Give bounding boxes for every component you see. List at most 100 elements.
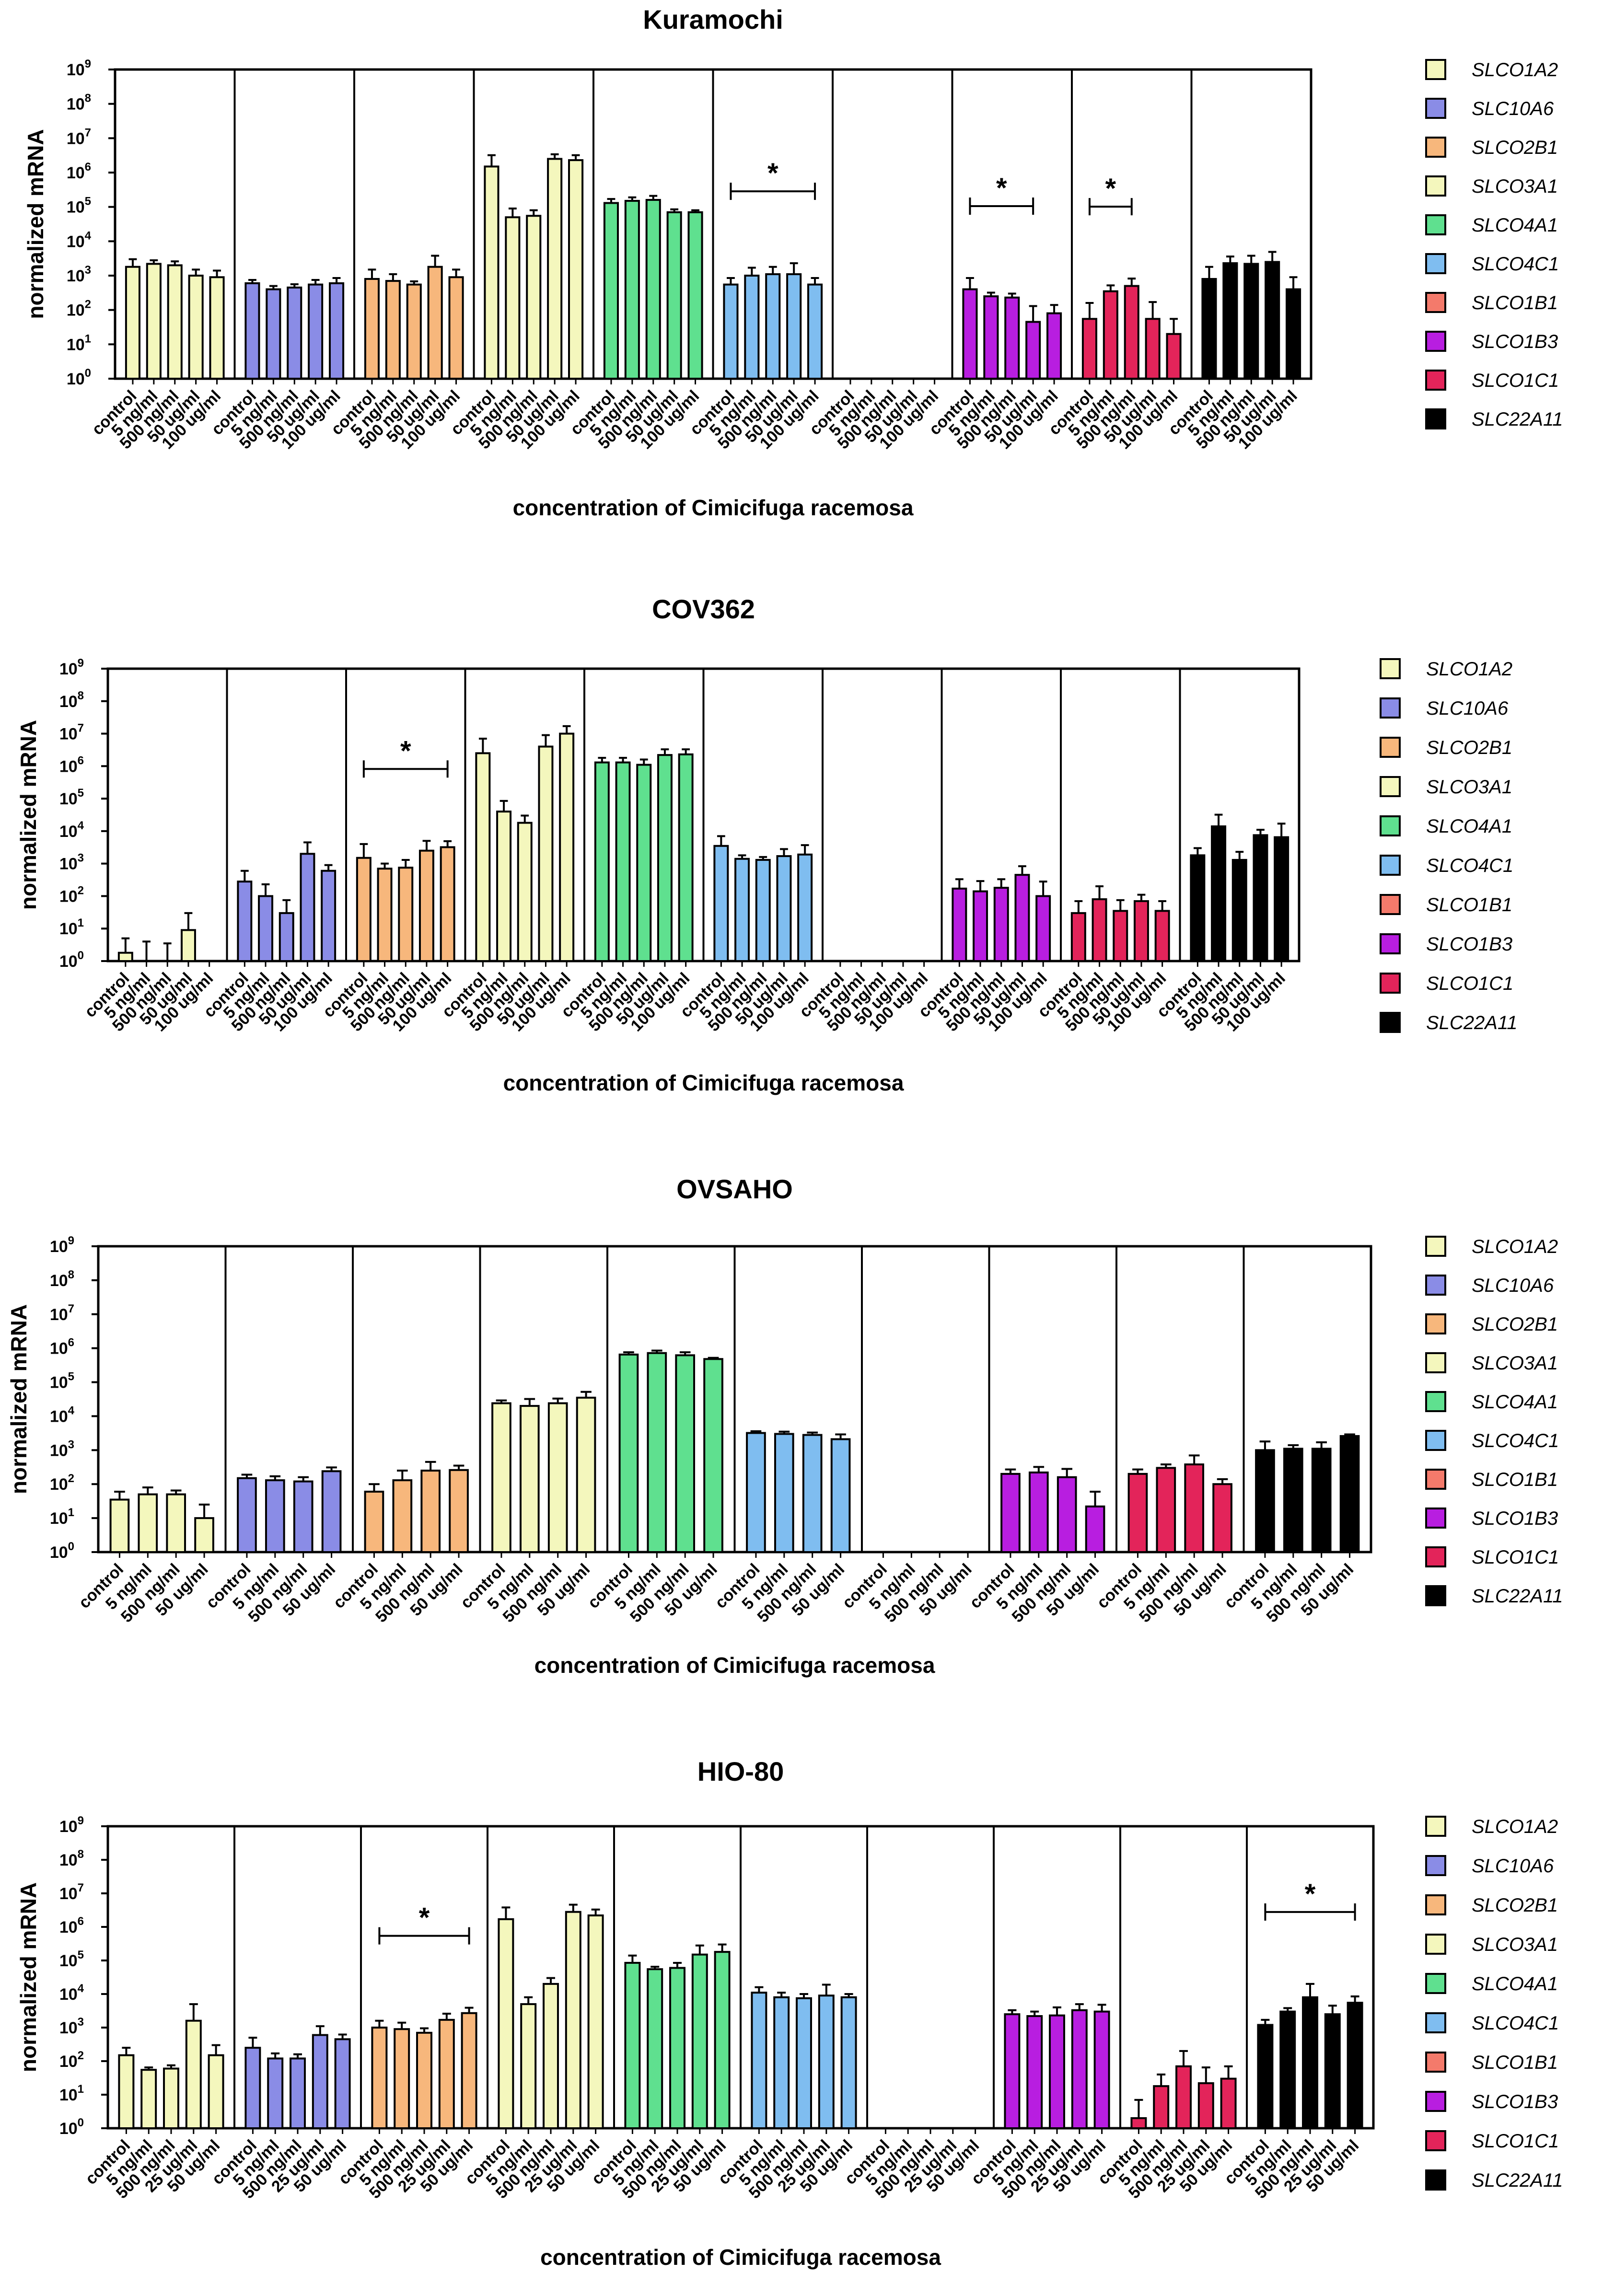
y-tick-label: 103	[50, 1438, 74, 1460]
significance-star: *	[996, 173, 1007, 204]
bar	[1156, 1467, 1176, 1554]
legend-swatch	[1425, 2052, 1446, 2073]
bar	[1070, 912, 1086, 962]
bar	[180, 929, 196, 962]
legend-label: SLCO4A1	[1472, 215, 1558, 236]
legend-label: SLCO4C1	[1472, 1430, 1559, 1451]
bar	[713, 845, 729, 962]
legend-swatch	[1425, 1855, 1446, 1876]
legend-swatch	[1425, 253, 1446, 274]
legend-label: SLCO4A1	[1472, 1973, 1558, 1995]
legend-swatch	[1425, 98, 1446, 119]
bar	[687, 211, 703, 380]
bar	[1000, 1473, 1021, 1554]
y-tick-label: 105	[59, 1948, 84, 1970]
bar	[321, 1470, 342, 1554]
bar	[293, 1480, 314, 1553]
bar	[1103, 290, 1118, 380]
y-tick-label: 100	[59, 2116, 84, 2138]
chart-title: OVSAHO	[676, 1174, 793, 1204]
legend-label: SLC22A11	[1472, 409, 1563, 430]
legend-label: SLC22A11	[1426, 1012, 1518, 1033]
bar	[1220, 2077, 1237, 2130]
legend-label: SLCO2B1	[1472, 1314, 1558, 1335]
bar	[1071, 2009, 1088, 2130]
bar	[744, 275, 760, 380]
bar	[167, 264, 183, 380]
bar	[603, 202, 619, 380]
legend-label: SLCO1B3	[1472, 2091, 1558, 2112]
bar	[308, 283, 324, 380]
bar	[334, 2038, 351, 2129]
legend-swatch	[1380, 697, 1401, 719]
bar	[723, 283, 739, 380]
bar	[538, 745, 554, 962]
bar	[1253, 834, 1268, 962]
bar	[1243, 263, 1259, 380]
y-tick-label: 108	[50, 1268, 74, 1290]
x-axis-label: concentration of Cimicifuga racemosa	[503, 1070, 904, 1095]
bar	[765, 273, 781, 380]
bar	[244, 2047, 261, 2129]
bar	[461, 2012, 477, 2130]
bar	[1212, 1483, 1232, 1553]
bar	[526, 215, 542, 380]
bar	[475, 752, 491, 962]
legend-label: SLC10A6	[1472, 98, 1554, 119]
bar	[146, 263, 162, 380]
y-tick-label: 106	[59, 1915, 84, 1937]
bar	[802, 1434, 823, 1553]
bar	[188, 275, 204, 380]
y-tick-label: 100	[50, 1540, 74, 1562]
legend-label: SLCO4A1	[1472, 1392, 1558, 1413]
bar	[774, 1433, 794, 1553]
y-tick-label: 102	[59, 884, 84, 905]
chart-panel-3: HIO-80 normalized mRNA 100 101 102 103 104 105 1…	[16, 1756, 1563, 2270]
y-tick-label: 104	[59, 1982, 84, 2004]
legend-label: SLCO1B1	[1472, 1469, 1558, 1490]
significance-star: *	[767, 158, 778, 189]
bar	[449, 1469, 469, 1553]
y-tick-label: 104	[67, 229, 92, 251]
bar	[1145, 318, 1161, 380]
bar	[1265, 261, 1280, 380]
y-tick-label: 105	[59, 787, 84, 808]
bar	[194, 1517, 214, 1553]
bar	[666, 211, 682, 380]
legend-swatch	[1425, 1816, 1446, 1837]
bar	[117, 951, 133, 962]
legend-label: SLCO4C1	[1472, 254, 1559, 275]
bar	[830, 1438, 851, 1553]
y-tick-label: 108	[59, 689, 84, 711]
bar	[125, 266, 140, 380]
bar	[618, 1353, 639, 1553]
legend-label: SLCO1B3	[1426, 934, 1512, 955]
bar	[1014, 874, 1030, 962]
legend-swatch	[1425, 1352, 1446, 1373]
bar	[163, 2067, 179, 2129]
bar	[1286, 288, 1301, 380]
bar	[1222, 262, 1238, 380]
legend-label: SLCO1C1	[1472, 1547, 1559, 1568]
bar	[118, 2054, 135, 2130]
legend-swatch	[1425, 1546, 1446, 1567]
bar	[691, 1953, 708, 2129]
significance-star: *	[400, 735, 411, 766]
y-tick-label: 107	[59, 1881, 84, 1903]
bar	[647, 1352, 667, 1554]
legend-label: SLCO2B1	[1472, 1895, 1558, 1916]
legend-swatch	[1425, 1507, 1446, 1529]
bar	[438, 2018, 455, 2130]
bar	[1133, 900, 1149, 962]
bar	[496, 811, 512, 962]
significance-star: *	[419, 1902, 430, 1934]
y-tick-label: 101	[59, 2083, 84, 2104]
bar	[751, 1992, 767, 2130]
bar	[776, 855, 792, 962]
bar	[1184, 1463, 1205, 1554]
legend-label: SLCO1C1	[1472, 370, 1559, 391]
bar	[983, 295, 999, 380]
bar	[657, 754, 673, 962]
bar	[377, 868, 393, 962]
